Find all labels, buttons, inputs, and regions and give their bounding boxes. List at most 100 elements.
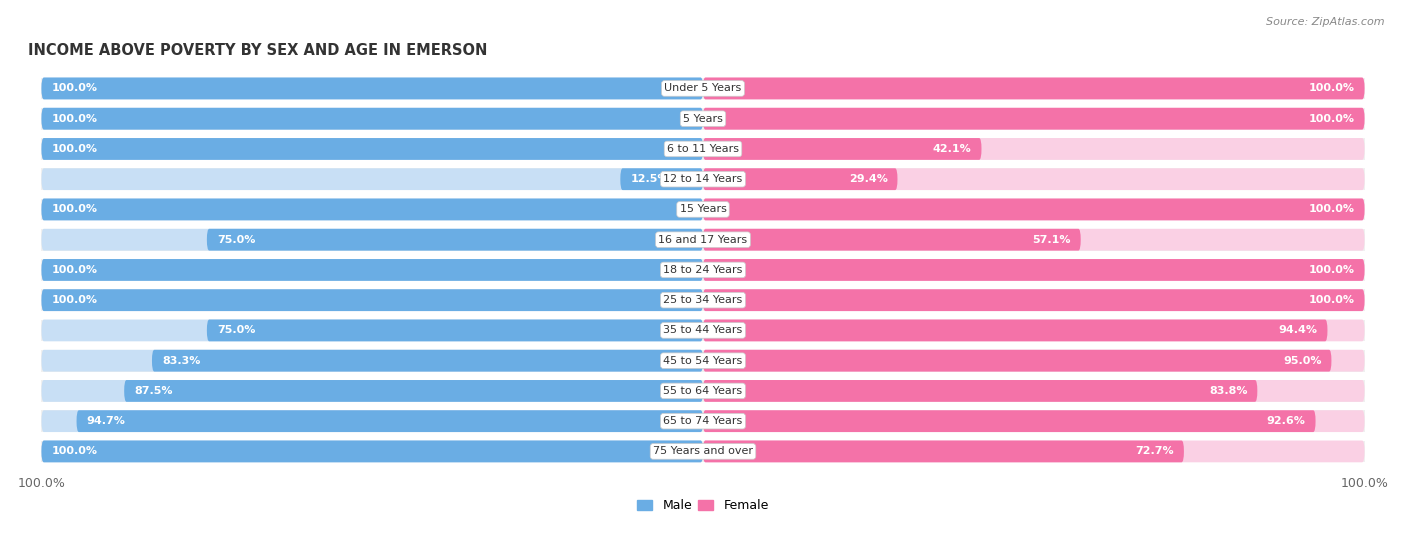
FancyBboxPatch shape xyxy=(703,410,1364,432)
Bar xyxy=(42,320,1364,341)
FancyBboxPatch shape xyxy=(42,199,703,220)
FancyBboxPatch shape xyxy=(42,78,703,99)
Text: 83.8%: 83.8% xyxy=(1209,386,1247,396)
Text: 100.0%: 100.0% xyxy=(52,446,97,456)
FancyBboxPatch shape xyxy=(703,199,1364,220)
Text: 100.0%: 100.0% xyxy=(1309,265,1354,275)
FancyBboxPatch shape xyxy=(42,440,703,462)
Text: 83.3%: 83.3% xyxy=(162,355,200,365)
FancyBboxPatch shape xyxy=(42,138,703,160)
Text: 16 and 17 Years: 16 and 17 Years xyxy=(658,235,748,245)
Text: 25 to 34 Years: 25 to 34 Years xyxy=(664,295,742,305)
Text: 12 to 14 Years: 12 to 14 Years xyxy=(664,174,742,184)
Text: 94.4%: 94.4% xyxy=(1278,325,1317,335)
Bar xyxy=(42,199,1364,220)
Bar xyxy=(42,259,1364,281)
Text: 100.0%: 100.0% xyxy=(52,295,97,305)
Text: 18 to 24 Years: 18 to 24 Years xyxy=(664,265,742,275)
Text: INCOME ABOVE POVERTY BY SEX AND AGE IN EMERSON: INCOME ABOVE POVERTY BY SEX AND AGE IN E… xyxy=(28,43,488,58)
FancyBboxPatch shape xyxy=(703,350,1364,372)
FancyBboxPatch shape xyxy=(124,380,703,402)
FancyBboxPatch shape xyxy=(703,410,1316,432)
FancyBboxPatch shape xyxy=(207,320,703,341)
Text: 55 to 64 Years: 55 to 64 Years xyxy=(664,386,742,396)
FancyBboxPatch shape xyxy=(703,199,1364,220)
Text: 100.0%: 100.0% xyxy=(1309,114,1354,124)
FancyBboxPatch shape xyxy=(620,169,703,190)
Text: 29.4%: 29.4% xyxy=(849,174,887,184)
FancyBboxPatch shape xyxy=(42,410,703,432)
Text: 75.0%: 75.0% xyxy=(217,325,254,335)
FancyBboxPatch shape xyxy=(703,169,1364,190)
Bar xyxy=(42,410,1364,432)
FancyBboxPatch shape xyxy=(703,440,1364,462)
FancyBboxPatch shape xyxy=(703,350,1331,372)
Text: 15 Years: 15 Years xyxy=(679,204,727,214)
FancyBboxPatch shape xyxy=(703,138,1364,160)
FancyBboxPatch shape xyxy=(703,78,1364,99)
FancyBboxPatch shape xyxy=(703,320,1364,341)
FancyBboxPatch shape xyxy=(42,108,703,129)
Text: 94.7%: 94.7% xyxy=(86,416,125,426)
Text: 100.0%: 100.0% xyxy=(52,114,97,124)
Text: 87.5%: 87.5% xyxy=(134,386,173,396)
Bar xyxy=(42,289,1364,311)
Text: 100.0%: 100.0% xyxy=(52,84,97,93)
FancyBboxPatch shape xyxy=(703,108,1364,129)
Text: 5 Years: 5 Years xyxy=(683,114,723,124)
FancyBboxPatch shape xyxy=(76,410,703,432)
FancyBboxPatch shape xyxy=(42,259,703,281)
Bar xyxy=(42,78,1364,99)
FancyBboxPatch shape xyxy=(703,259,1364,281)
Legend: Male, Female: Male, Female xyxy=(633,494,773,517)
FancyBboxPatch shape xyxy=(703,229,1364,251)
Text: Under 5 Years: Under 5 Years xyxy=(665,84,741,93)
FancyBboxPatch shape xyxy=(703,320,1327,341)
FancyBboxPatch shape xyxy=(703,229,1081,251)
FancyBboxPatch shape xyxy=(42,380,703,402)
FancyBboxPatch shape xyxy=(42,289,703,311)
FancyBboxPatch shape xyxy=(703,138,981,160)
Text: 75.0%: 75.0% xyxy=(217,235,254,245)
FancyBboxPatch shape xyxy=(42,259,703,281)
Text: 100.0%: 100.0% xyxy=(1309,84,1354,93)
FancyBboxPatch shape xyxy=(42,440,703,462)
Text: 35 to 44 Years: 35 to 44 Years xyxy=(664,325,742,335)
Text: 72.7%: 72.7% xyxy=(1136,446,1174,456)
FancyBboxPatch shape xyxy=(42,229,703,251)
Text: 92.6%: 92.6% xyxy=(1267,416,1306,426)
FancyBboxPatch shape xyxy=(42,108,703,129)
Text: 95.0%: 95.0% xyxy=(1284,355,1322,365)
FancyBboxPatch shape xyxy=(703,108,1364,129)
Bar xyxy=(42,440,1364,462)
Text: 42.1%: 42.1% xyxy=(932,144,972,154)
FancyBboxPatch shape xyxy=(207,229,703,251)
Text: 100.0%: 100.0% xyxy=(52,265,97,275)
FancyBboxPatch shape xyxy=(703,380,1364,402)
FancyBboxPatch shape xyxy=(42,169,703,190)
Bar xyxy=(42,229,1364,251)
Text: 75 Years and over: 75 Years and over xyxy=(652,446,754,456)
Text: 100.0%: 100.0% xyxy=(1309,295,1354,305)
Bar xyxy=(42,108,1364,129)
Text: 6 to 11 Years: 6 to 11 Years xyxy=(666,144,740,154)
Bar xyxy=(42,138,1364,160)
Text: 57.1%: 57.1% xyxy=(1032,235,1071,245)
Text: 45 to 54 Years: 45 to 54 Years xyxy=(664,355,742,365)
Bar xyxy=(42,169,1364,190)
FancyBboxPatch shape xyxy=(703,169,897,190)
FancyBboxPatch shape xyxy=(703,440,1184,462)
Text: 100.0%: 100.0% xyxy=(1309,204,1354,214)
FancyBboxPatch shape xyxy=(703,78,1364,99)
Bar xyxy=(42,350,1364,372)
FancyBboxPatch shape xyxy=(703,259,1364,281)
FancyBboxPatch shape xyxy=(703,289,1364,311)
Bar xyxy=(42,380,1364,402)
FancyBboxPatch shape xyxy=(703,289,1364,311)
FancyBboxPatch shape xyxy=(703,380,1257,402)
Text: Source: ZipAtlas.com: Source: ZipAtlas.com xyxy=(1267,17,1385,27)
FancyBboxPatch shape xyxy=(42,138,703,160)
Text: 12.5%: 12.5% xyxy=(630,174,669,184)
FancyBboxPatch shape xyxy=(42,350,703,372)
FancyBboxPatch shape xyxy=(42,199,703,220)
